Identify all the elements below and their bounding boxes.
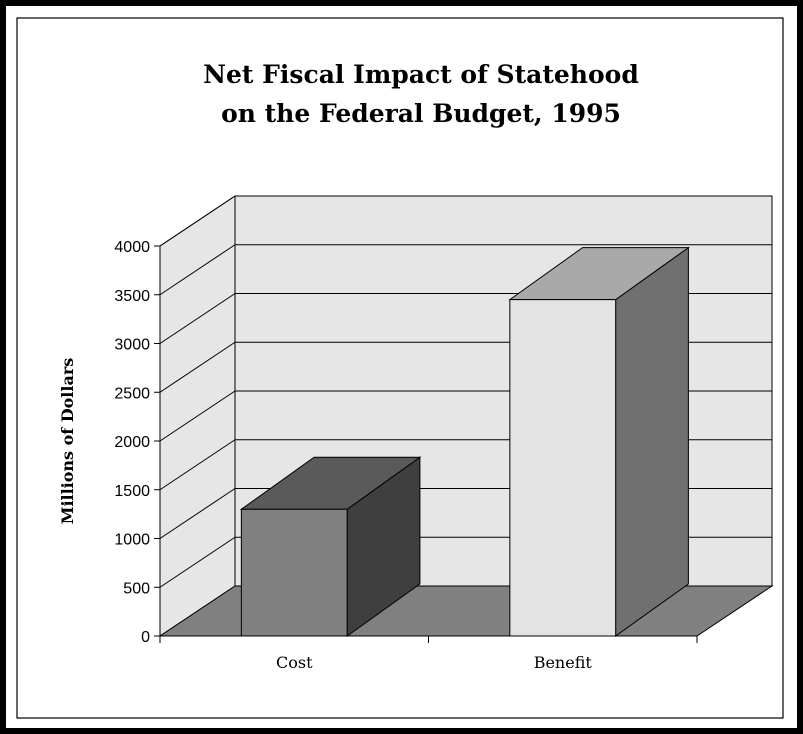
gridline-side	[159, 536, 236, 588]
chart-subtitle: on the Federal Budget, 1995	[221, 99, 621, 128]
y-tick-label: 4000	[114, 239, 150, 256]
y-axis-label: Millions of Dollars	[58, 358, 77, 525]
y-tick-label: 3500	[114, 288, 150, 305]
y-tick-label: 2000	[114, 434, 150, 451]
y-tick-label: 3000	[114, 337, 150, 354]
bar-benefit	[509, 299, 617, 637]
y-tick-label: 1000	[114, 532, 150, 549]
gridline-side	[159, 439, 236, 491]
x-tick-label-cost: Cost	[276, 653, 313, 672]
gridline-side	[159, 390, 236, 442]
bar-side-benefit	[615, 246, 689, 637]
bar-cost	[240, 508, 348, 637]
y-tick-label: 1500	[114, 483, 150, 500]
y-tick-label: 2500	[114, 385, 150, 402]
x-tick-label-benefit: Benefit	[534, 653, 593, 672]
y-tick-label: 0	[141, 629, 150, 646]
gridline-side	[159, 341, 236, 393]
y-tick-label: 500	[123, 580, 150, 597]
gridline-side	[159, 244, 236, 296]
chart-title: Net Fiscal Impact of Statehood	[203, 60, 639, 89]
gridline-side	[159, 195, 236, 247]
plot-group: 0 500 1000 1500 2000 2500 3000 3500 4000 Cost Bene…	[114, 195, 774, 672]
gridline-side	[159, 488, 236, 539]
gridline-side	[159, 293, 236, 344]
